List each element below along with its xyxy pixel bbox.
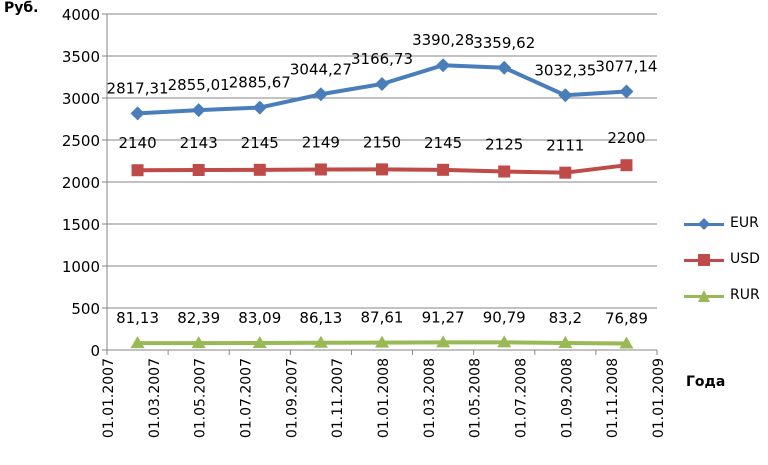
x-tick-label: 01.03.2008 — [422, 358, 438, 438]
data-label: 81,13 — [116, 309, 159, 327]
y-tick-label: 1000 — [62, 258, 100, 276]
data-point-rur — [558, 336, 573, 349]
y-tick-label: 4000 — [62, 6, 100, 24]
data-label: 2885,67 — [229, 74, 291, 92]
data-point-usd — [314, 163, 327, 176]
x-tick-label: 01.11.2008 — [605, 358, 621, 438]
data-point-rur — [619, 336, 634, 349]
data-point-rur — [436, 335, 451, 348]
data-point-usd — [131, 164, 144, 177]
y-tick-label: 3500 — [62, 48, 100, 66]
legend-label-eur: EUR — [730, 215, 759, 231]
data-point-eur — [130, 106, 145, 121]
legend: EUR USD RUR — [684, 210, 768, 318]
data-point-usd — [253, 163, 266, 176]
data-label: 2125 — [485, 136, 523, 154]
data-point-eur — [313, 87, 328, 102]
data-point-eur — [252, 100, 267, 115]
x-tick-label: 01.07.2008 — [514, 358, 530, 438]
y-tick-label: 3000 — [62, 90, 100, 108]
data-label: 90,79 — [483, 308, 526, 326]
x-tick-label: 01.07.2007 — [239, 358, 255, 438]
data-label: 3077,14 — [595, 58, 657, 76]
data-point-rur — [252, 336, 267, 349]
x-tick-label: 01.01.2008 — [376, 358, 392, 438]
data-label: 2817,31 — [107, 79, 169, 97]
data-label: 3390,28 — [412, 31, 474, 49]
x-tick-label: 01.09.2008 — [559, 358, 575, 438]
data-point-eur — [375, 76, 389, 91]
data-label: 76,89 — [605, 310, 648, 328]
data-point-eur — [436, 58, 451, 73]
data-label: 83,09 — [238, 309, 281, 327]
data-point-rur — [375, 335, 389, 348]
data-label: 2140 — [118, 134, 156, 152]
data-label: 2200 — [607, 129, 645, 147]
legend-label-rur: RUR — [730, 287, 760, 303]
legend-label-usd: USD — [730, 251, 760, 267]
data-point-rur — [191, 336, 206, 349]
data-point-usd — [376, 163, 388, 176]
data-point-usd — [192, 163, 205, 176]
data-label: 3359,62 — [473, 34, 535, 52]
y-tick-label: 2000 — [62, 174, 100, 192]
data-label: 2149 — [302, 133, 340, 151]
y-axis-title: Руб. — [4, 0, 39, 16]
data-point-eur — [558, 88, 573, 103]
data-point-usd — [498, 165, 511, 178]
data-point-rur — [130, 336, 145, 349]
legend-item-usd: USD — [684, 246, 768, 282]
square-marker-icon — [698, 254, 710, 266]
y-tick-label: 500 — [71, 300, 100, 318]
x-tick-label: 01.01.2009 — [651, 358, 667, 438]
data-label: 2150 — [363, 133, 401, 151]
x-tick-label: 01.05.2008 — [468, 358, 484, 438]
data-label: 3044,27 — [290, 60, 352, 78]
legend-item-rur: RUR — [684, 282, 768, 318]
data-label: 86,13 — [299, 309, 342, 327]
data-label: 2855,01 — [168, 76, 230, 94]
data-point-eur — [191, 103, 206, 118]
x-tick-label: 01.03.2007 — [147, 358, 163, 438]
diamond-marker-icon — [698, 218, 710, 230]
data-label: 3032,35 — [534, 61, 596, 79]
legend-item-eur: EUR — [684, 210, 768, 246]
data-label: 91,27 — [422, 308, 465, 326]
data-label: 87,61 — [361, 309, 404, 327]
data-label: 82,39 — [177, 309, 220, 327]
x-tick-label: 01.11.2007 — [330, 358, 346, 438]
data-point-eur — [619, 84, 634, 99]
data-point-usd — [559, 166, 572, 179]
data-label: 2143 — [180, 134, 218, 152]
x-tick-label: 01.05.2007 — [193, 358, 209, 438]
data-label: 2145 — [241, 134, 279, 152]
y-tick-label: 0 — [90, 342, 100, 360]
y-tick-label: 2500 — [62, 132, 100, 150]
data-point-rur — [313, 335, 328, 348]
data-point-usd — [437, 163, 450, 176]
x-tick-label: 01.09.2007 — [284, 358, 300, 438]
x-axis-title: Года — [686, 374, 726, 390]
data-label: 2111 — [546, 137, 584, 155]
data-point-eur — [497, 60, 512, 75]
x-tick-label: 01.01.2007 — [101, 358, 117, 438]
data-point-rur — [497, 335, 512, 348]
y-tick-label: 1500 — [62, 216, 100, 234]
triangle-marker-icon — [698, 290, 710, 302]
data-label: 2145 — [424, 134, 462, 152]
data-label: 3166,73 — [351, 50, 413, 68]
data-point-usd — [620, 159, 633, 172]
data-label: 83,2 — [549, 309, 582, 327]
